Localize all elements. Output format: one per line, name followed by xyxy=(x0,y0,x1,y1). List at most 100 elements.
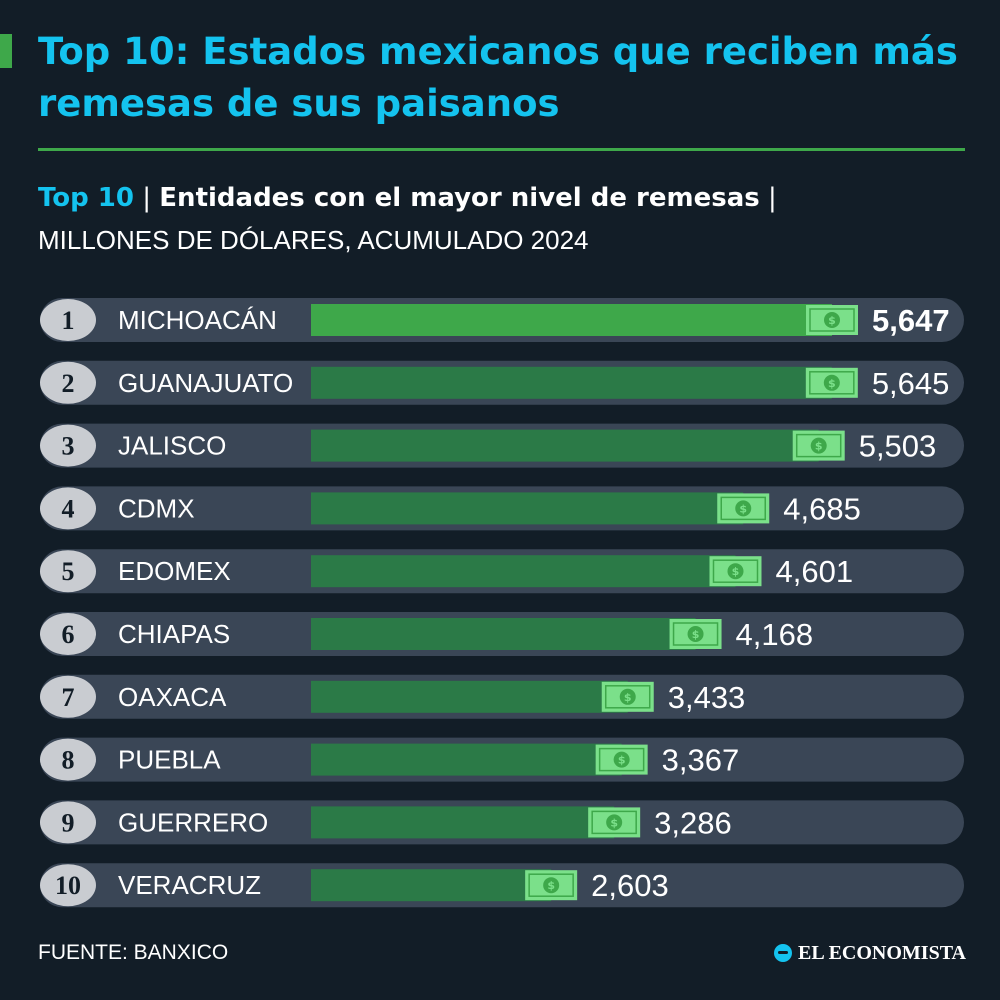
dollar-bill-icon: $ xyxy=(792,430,845,461)
bill-border xyxy=(809,308,855,332)
bar-row: 6 CHIAPAS $4,168 xyxy=(40,612,964,656)
rank-badge xyxy=(40,864,96,907)
bill-border xyxy=(528,873,574,897)
bar-row: 2 GUANAJUATO $5,645 xyxy=(40,360,964,405)
bar-row: 5 EDOMEX $4,601 xyxy=(40,549,964,594)
chart-subtitle: Top 10 | Entidades con el mayor nivel de… xyxy=(38,178,777,218)
dollar-bill-icon: $ xyxy=(601,681,654,712)
bill-coin xyxy=(727,563,744,580)
bar-row: 7 OAXACA $3,433 xyxy=(40,674,964,719)
bar xyxy=(311,304,832,336)
bar xyxy=(311,429,819,462)
brand-logo: EL ECONOMISTA xyxy=(774,938,966,968)
bill-coin xyxy=(543,877,560,894)
title-divider xyxy=(38,148,965,151)
bill-border xyxy=(604,685,651,709)
rank-number: 6 xyxy=(62,620,75,649)
value-label: 3,367 xyxy=(662,743,740,778)
rank-number: 8 xyxy=(62,746,75,775)
dollar-bill-icon: $ xyxy=(806,305,858,335)
bill-symbol: $ xyxy=(624,691,632,704)
brand-name: EL ECONOMISTA xyxy=(798,942,966,964)
bar xyxy=(311,743,622,776)
category-label: JALISCO xyxy=(118,431,226,461)
bar xyxy=(311,366,832,399)
bar-row: 9 GUERRERO $3,286 xyxy=(40,800,964,845)
chart-units: MILLONES DE DÓLARES, ACUMULADO 2024 xyxy=(38,225,589,255)
rank-number: 9 xyxy=(62,808,75,837)
value-label: 3,433 xyxy=(668,680,746,715)
bill-coin xyxy=(810,437,827,454)
bill-coin xyxy=(735,500,752,517)
bar xyxy=(311,869,552,902)
bill-coin xyxy=(606,814,623,831)
rank-number: 10 xyxy=(55,871,81,900)
bill-coin xyxy=(823,374,840,391)
bar-row: 3 JALISCO $5,503 xyxy=(40,423,964,468)
rank-badge xyxy=(40,613,96,655)
value-label: 4,601 xyxy=(775,554,853,589)
bill-border xyxy=(598,747,645,772)
bill-coin xyxy=(824,312,840,328)
bar xyxy=(311,555,736,588)
bill-symbol: $ xyxy=(739,502,747,515)
dollar-bill-icon: $ xyxy=(525,870,578,901)
category-label: CHIAPAS xyxy=(118,619,230,649)
bill-border xyxy=(720,496,766,521)
value-label: 4,168 xyxy=(736,617,814,652)
rank-badge xyxy=(40,361,96,404)
dollar-bill-icon: $ xyxy=(709,556,762,587)
category-label: CDMX xyxy=(118,493,195,523)
bar xyxy=(311,618,696,650)
dollar-bill-icon: $ xyxy=(588,807,641,838)
bar xyxy=(311,806,615,839)
bill-border xyxy=(795,433,842,458)
category-label: GUANAJUATO xyxy=(118,368,293,398)
rank-badge xyxy=(40,299,96,341)
bill-border xyxy=(672,622,719,646)
rank-badge xyxy=(40,487,96,530)
subtitle-highlight: Top 10 xyxy=(38,183,134,213)
bill-symbol: $ xyxy=(828,314,836,327)
value-label: 5,647 xyxy=(872,303,950,338)
category-label: VERACRUZ xyxy=(118,870,261,900)
bill-symbol: $ xyxy=(618,754,626,767)
rank-number: 4 xyxy=(62,494,75,523)
rank-number: 2 xyxy=(62,369,75,398)
bill-border xyxy=(809,371,855,395)
bill-symbol: $ xyxy=(732,565,740,578)
subtitle-separator: | xyxy=(759,183,777,213)
bill-border xyxy=(712,559,759,583)
bar xyxy=(311,680,628,713)
value-label: 4,685 xyxy=(783,491,861,526)
bar-row: 10 VERACRUZ $2,603 xyxy=(40,863,964,908)
rank-badge xyxy=(40,801,96,844)
category-label: EDOMEX xyxy=(118,556,231,586)
value-label: 3,286 xyxy=(654,805,732,840)
bill-border xyxy=(591,810,637,835)
value-label: 5,645 xyxy=(872,366,950,401)
bar-row: 1 MICHOACÁN $5,647 xyxy=(40,298,964,342)
accent-mark xyxy=(0,34,12,68)
bill-symbol: $ xyxy=(692,628,700,641)
dollar-bill-icon: $ xyxy=(595,744,648,775)
brand-icon xyxy=(774,944,792,962)
source-note: FUENTE: BANXICO xyxy=(38,941,229,964)
rank-number: 7 xyxy=(62,683,75,712)
rank-badge xyxy=(40,550,96,593)
rank-number: 1 xyxy=(62,306,75,335)
subtitle-separator: | xyxy=(134,183,160,213)
dollar-bill-icon: $ xyxy=(717,493,770,524)
dollar-bill-icon: $ xyxy=(805,367,858,398)
bill-coin xyxy=(687,626,704,642)
value-label: 2,603 xyxy=(591,868,669,903)
bill-coin xyxy=(619,688,636,705)
rank-badge xyxy=(40,424,96,467)
category-label: GUERRERO xyxy=(118,807,268,837)
value-label: 5,503 xyxy=(859,429,937,464)
bill-symbol: $ xyxy=(815,440,823,453)
page-title: Top 10: Estados mexicanos que reciben má… xyxy=(38,30,958,125)
bar-row: 8 PUEBLA $3,367 xyxy=(40,737,964,782)
bar xyxy=(311,492,744,525)
